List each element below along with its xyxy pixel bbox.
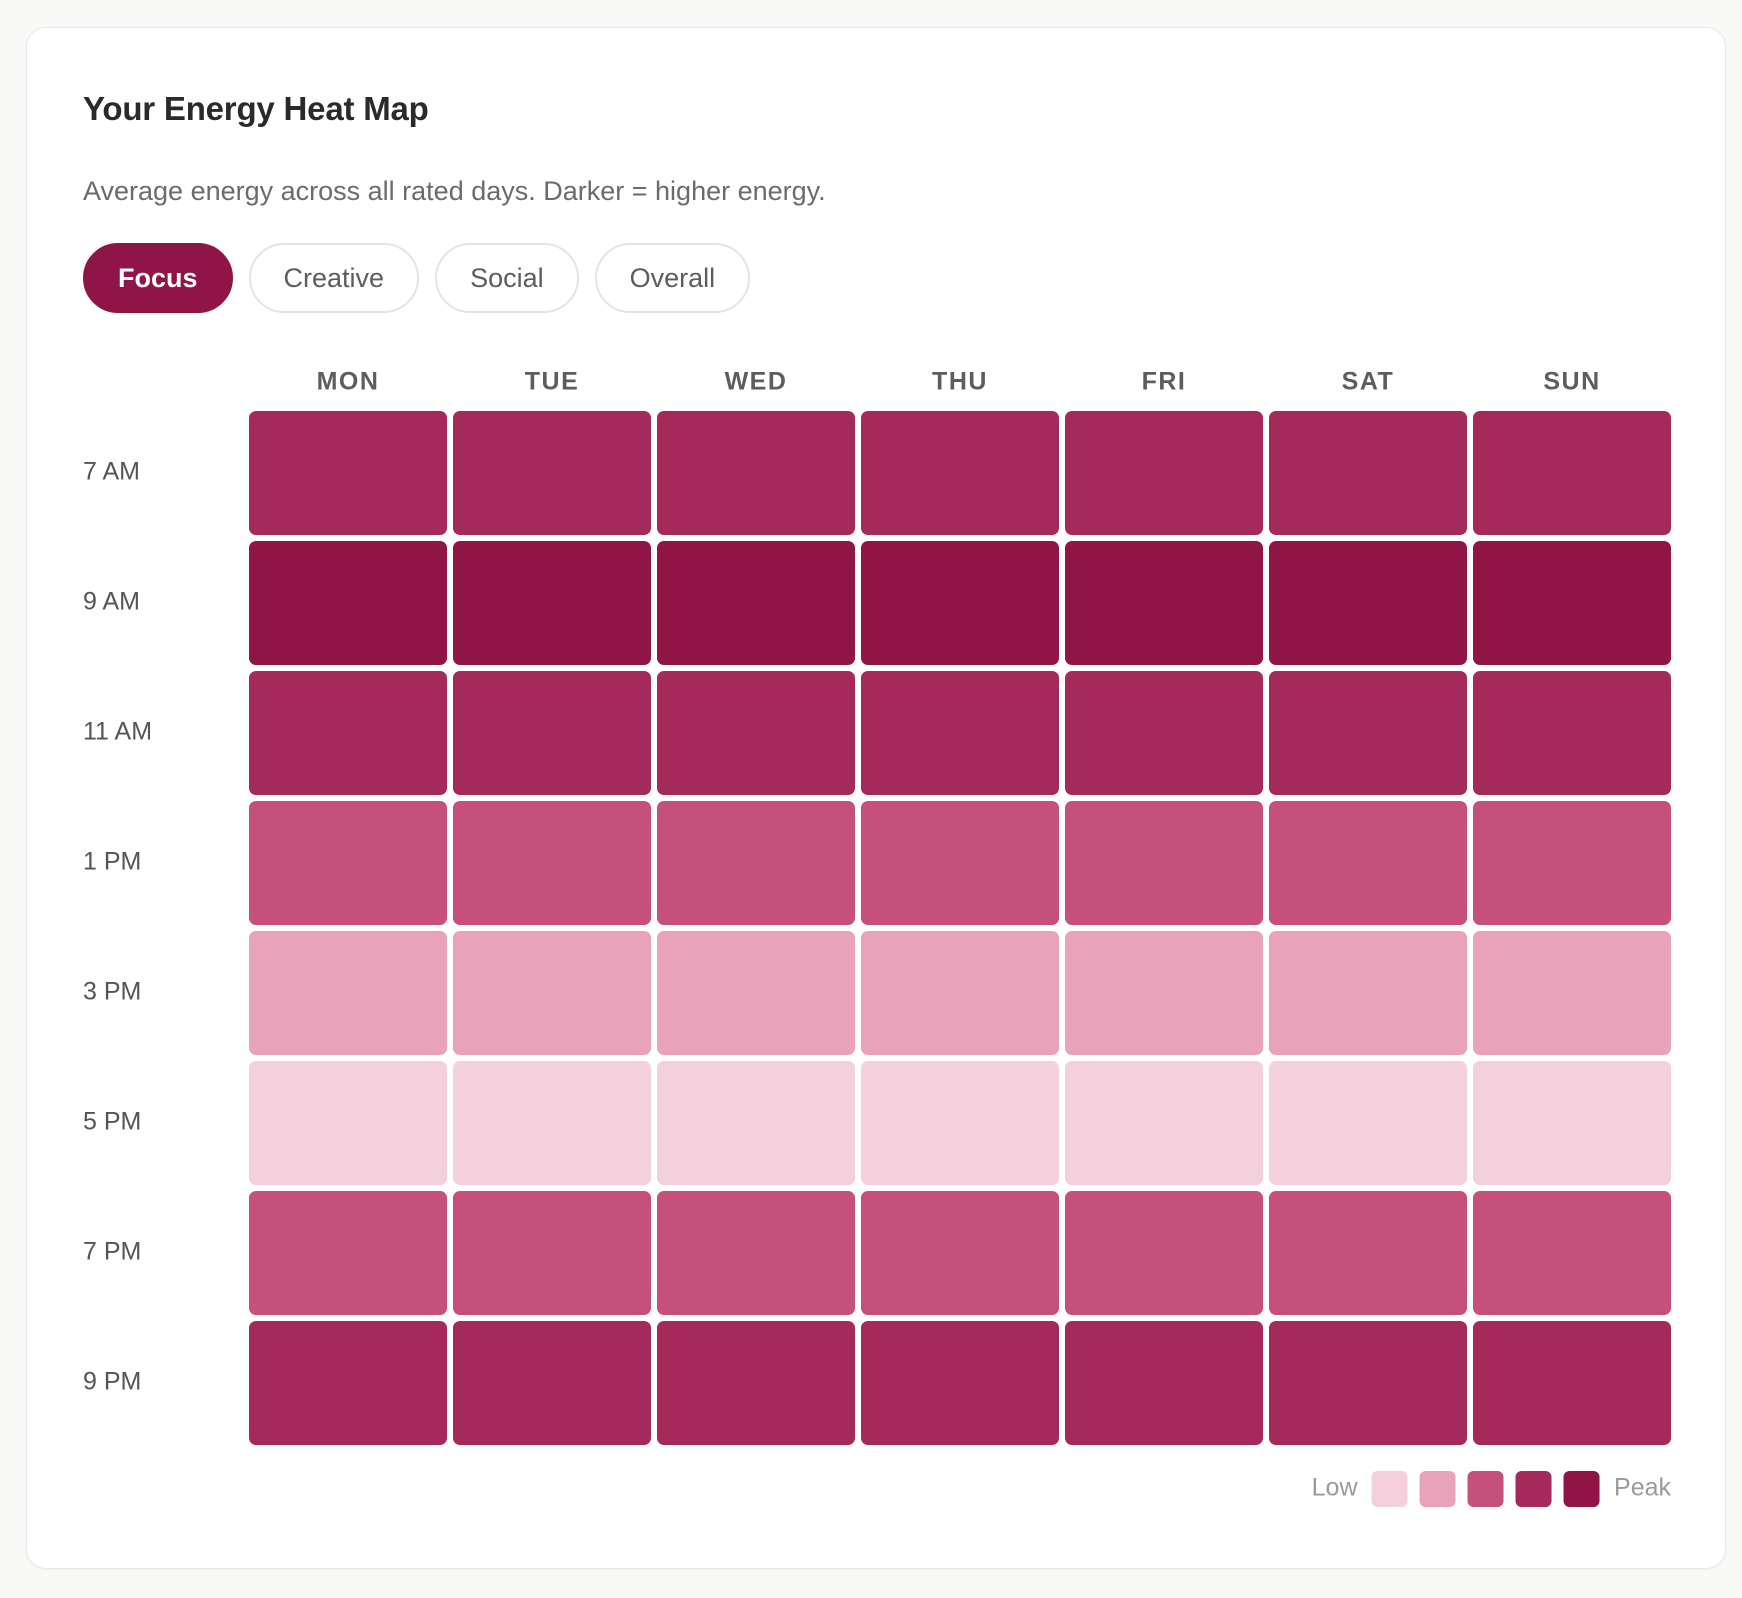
heatmap-cell-tue-9-am[interactable] xyxy=(453,541,651,665)
time-label-3-pm: 3 PM xyxy=(83,978,141,1006)
day-label-sun: SUN xyxy=(1543,368,1600,396)
time-label-7-am: 7 AM xyxy=(83,458,140,486)
heatmap-cell-wed-5-pm[interactable] xyxy=(657,1061,855,1185)
legend-swatch-5 xyxy=(1563,1471,1600,1507)
heatmap-cell-tue-7-pm[interactable] xyxy=(453,1191,651,1315)
heatmap-cell-mon-7-am[interactable] xyxy=(249,411,447,535)
heatmap-cell-thu-5-pm[interactable] xyxy=(861,1061,1059,1185)
heatmap-cell-mon-9-am[interactable] xyxy=(249,541,447,665)
day-label-thu: THU xyxy=(932,368,988,396)
heatmap-cell-thu-11-am[interactable] xyxy=(861,671,1059,795)
heatmap-cell-sat-9-am[interactable] xyxy=(1269,541,1467,665)
heatmap-cell-wed-11-am[interactable] xyxy=(657,671,855,795)
heatmap-cell-tue-1-pm[interactable] xyxy=(453,801,651,925)
heatmap-cell-sun-5-pm[interactable] xyxy=(1473,1061,1671,1185)
day-label-wed: WED xyxy=(725,368,788,396)
heatmap-cell-mon-7-pm[interactable] xyxy=(249,1191,447,1315)
heatmap-cell-sun-1-pm[interactable] xyxy=(1473,801,1671,925)
heatmap-cell-fri-7-am[interactable] xyxy=(1065,411,1263,535)
heatmap-cell-mon-11-am[interactable] xyxy=(249,671,447,795)
energy-heatmap-card: Your Energy Heat Map Average energy acro… xyxy=(26,27,1726,1569)
time-label-9-pm: 9 PM xyxy=(83,1368,141,1396)
heatmap-cell-sat-1-pm[interactable] xyxy=(1269,801,1467,925)
day-label-mon: MON xyxy=(317,368,380,396)
heatmap-cell-sun-7-am[interactable] xyxy=(1473,411,1671,535)
energy-type-tabs: Focus Creative Social Overall xyxy=(83,243,751,313)
time-label-1-pm: 1 PM xyxy=(83,848,141,876)
legend-low-label: Low xyxy=(1312,1474,1359,1502)
heatmap-cell-thu-9-pm[interactable] xyxy=(861,1321,1059,1445)
heatmap-cell-mon-1-pm[interactable] xyxy=(249,801,447,925)
heatmap-cell-fri-9-pm[interactable] xyxy=(1065,1321,1263,1445)
heatmap-cell-wed-9-pm[interactable] xyxy=(657,1321,855,1445)
time-label-11-am: 11 AM xyxy=(83,718,152,746)
card-subtitle: Average energy across all rated days. Da… xyxy=(83,176,826,206)
heatmap-cell-tue-9-pm[interactable] xyxy=(453,1321,651,1445)
heatmap-cell-wed-7-pm[interactable] xyxy=(657,1191,855,1315)
heatmap-cell-fri-1-pm[interactable] xyxy=(1065,801,1263,925)
time-label-5-pm: 5 PM xyxy=(83,1108,141,1136)
day-label-tue: TUE xyxy=(525,368,580,396)
heatmap-cell-thu-9-am[interactable] xyxy=(861,541,1059,665)
heatmap-cell-sun-9-pm[interactable] xyxy=(1473,1321,1671,1445)
heatmap-cell-fri-3-pm[interactable] xyxy=(1065,931,1263,1055)
heatmap-cell-fri-7-pm[interactable] xyxy=(1065,1191,1263,1315)
heatmap-cell-fri-5-pm[interactable] xyxy=(1065,1061,1263,1185)
heatmap-cell-wed-7-am[interactable] xyxy=(657,411,855,535)
heatmap-chart: MON TUE WED THU FRI SAT SUN 7 AM 9 AM 11 AM 1 PM 3 … xyxy=(83,368,1671,1507)
card-title: Your Energy Heat Map xyxy=(83,90,429,127)
legend-swatch-3 xyxy=(1467,1471,1504,1507)
time-label-7-pm: 7 PM xyxy=(83,1238,141,1266)
tab-creative[interactable]: Creative xyxy=(248,243,420,313)
tab-focus[interactable]: Focus xyxy=(83,243,233,313)
heatmap-cell-tue-5-pm[interactable] xyxy=(453,1061,651,1185)
heatmap-cell-tue-11-am[interactable] xyxy=(453,671,651,795)
heatmap-cell-thu-7-am[interactable] xyxy=(861,411,1059,535)
heatmap-cell-wed-1-pm[interactable] xyxy=(657,801,855,925)
heatmap-cell-mon-3-pm[interactable] xyxy=(249,931,447,1055)
heatmap-cell-wed-3-pm[interactable] xyxy=(657,931,855,1055)
heatmap-cell-tue-3-pm[interactable] xyxy=(453,931,651,1055)
day-label-fri: FRI xyxy=(1142,368,1187,396)
tab-social[interactable]: Social xyxy=(435,243,579,313)
heatmap-cell-sat-5-pm[interactable] xyxy=(1269,1061,1467,1185)
legend-swatch-2 xyxy=(1419,1471,1456,1507)
heatmap-cell-thu-7-pm[interactable] xyxy=(861,1191,1059,1315)
day-label-sat: SAT xyxy=(1342,368,1395,396)
heatmap-cell-sun-9-am[interactable] xyxy=(1473,541,1671,665)
tab-overall[interactable]: Overall xyxy=(594,243,751,313)
time-label-9-am: 9 AM xyxy=(83,588,140,616)
heatmap-cell-sat-7-am[interactable] xyxy=(1269,411,1467,535)
heatmap-cell-mon-9-pm[interactable] xyxy=(249,1321,447,1445)
heatmap-cell-sun-7-pm[interactable] xyxy=(1473,1191,1671,1315)
heatmap-cell-fri-9-am[interactable] xyxy=(1065,541,1263,665)
heatmap-cell-fri-11-am[interactable] xyxy=(1065,671,1263,795)
heatmap-cell-thu-1-pm[interactable] xyxy=(861,801,1059,925)
heatmap-cell-mon-5-pm[interactable] xyxy=(249,1061,447,1185)
heatmap-cell-sun-11-am[interactable] xyxy=(1473,671,1671,795)
heatmap-cell-sat-11-am[interactable] xyxy=(1269,671,1467,795)
heatmap-cell-sun-3-pm[interactable] xyxy=(1473,931,1671,1055)
heatmap-cell-sat-3-pm[interactable] xyxy=(1269,931,1467,1055)
legend-peak-label: Peak xyxy=(1614,1474,1671,1502)
heatmap-cell-sat-7-pm[interactable] xyxy=(1269,1191,1467,1315)
legend-swatch-1 xyxy=(1371,1471,1408,1507)
heatmap-cell-wed-9-am[interactable] xyxy=(657,541,855,665)
heatmap-cell-sat-9-pm[interactable] xyxy=(1269,1321,1467,1445)
heatmap-cell-tue-7-am[interactable] xyxy=(453,411,651,535)
legend-swatch-4 xyxy=(1515,1471,1552,1507)
heatmap-cell-thu-3-pm[interactable] xyxy=(861,931,1059,1055)
